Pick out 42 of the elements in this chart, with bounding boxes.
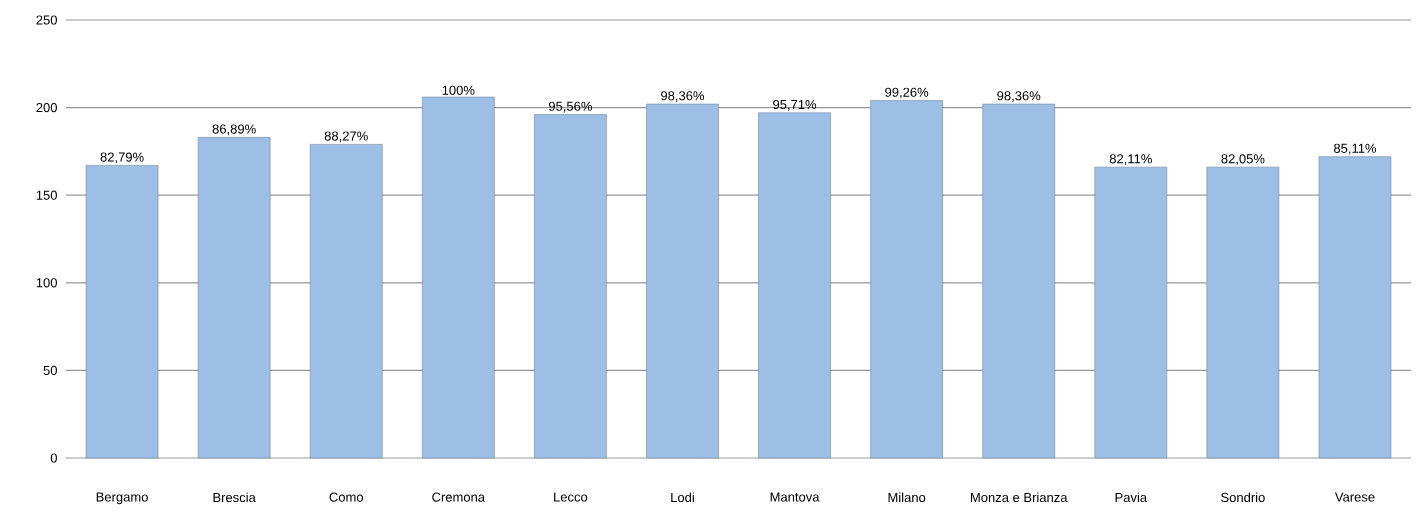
bar: [85, 165, 159, 459]
x-tick-label: Mantova: [770, 492, 820, 502]
bar: [1206, 166, 1280, 459]
bar: [1318, 156, 1392, 459]
x-tick-label: Como: [329, 492, 364, 502]
bar: [534, 114, 607, 459]
x-tick-label: Pavia: [1115, 492, 1148, 503]
annotation: 88,27%: [324, 131, 368, 143]
x-tick-label: Varese: [1334, 492, 1375, 502]
annotation: 82,05%: [1221, 154, 1265, 165]
bar: [758, 112, 831, 459]
x-tick-label: Brescia: [213, 492, 256, 503]
bar: [982, 103, 1056, 459]
y-tick-label: 100: [36, 278, 57, 288]
annotation: 98,36%: [997, 91, 1041, 102]
annotation: 99,26%: [885, 87, 929, 99]
y-tick-label: 50: [43, 365, 57, 375]
annotation: 98,36%: [661, 91, 705, 102]
x-tick-label: Bergamo: [96, 492, 148, 505]
annotation: 82,11%: [1109, 154, 1152, 165]
annotation: 82,79%: [100, 152, 144, 164]
x-tick-label: Cremona: [432, 492, 486, 502]
y-tick-label: 250: [36, 15, 57, 25]
x-tick-label: Milano: [888, 492, 926, 503]
annotation: 100%: [442, 85, 475, 95]
y-tick-label: 0: [50, 453, 57, 463]
annotation: 85,11%: [1333, 143, 1377, 155]
bar: [870, 100, 943, 459]
bar: [422, 96, 495, 459]
x-tick-label: Lecco: [554, 492, 588, 502]
y-tick-label: 150: [36, 190, 57, 200]
bar: [1094, 166, 1168, 459]
y-tick-label: 200: [36, 102, 57, 113]
x-tick-label: Lodi: [671, 492, 694, 503]
bar: [309, 144, 383, 459]
bar: [646, 103, 719, 459]
annotation: 95,56%: [548, 101, 592, 113]
x-tick-label: Monza e Brianza: [971, 492, 1068, 503]
annotation: 86,89%: [212, 124, 256, 136]
annotation: 95,71%: [773, 99, 817, 111]
bar: [197, 137, 271, 459]
x-tick-label: Sondrio: [1221, 492, 1265, 503]
